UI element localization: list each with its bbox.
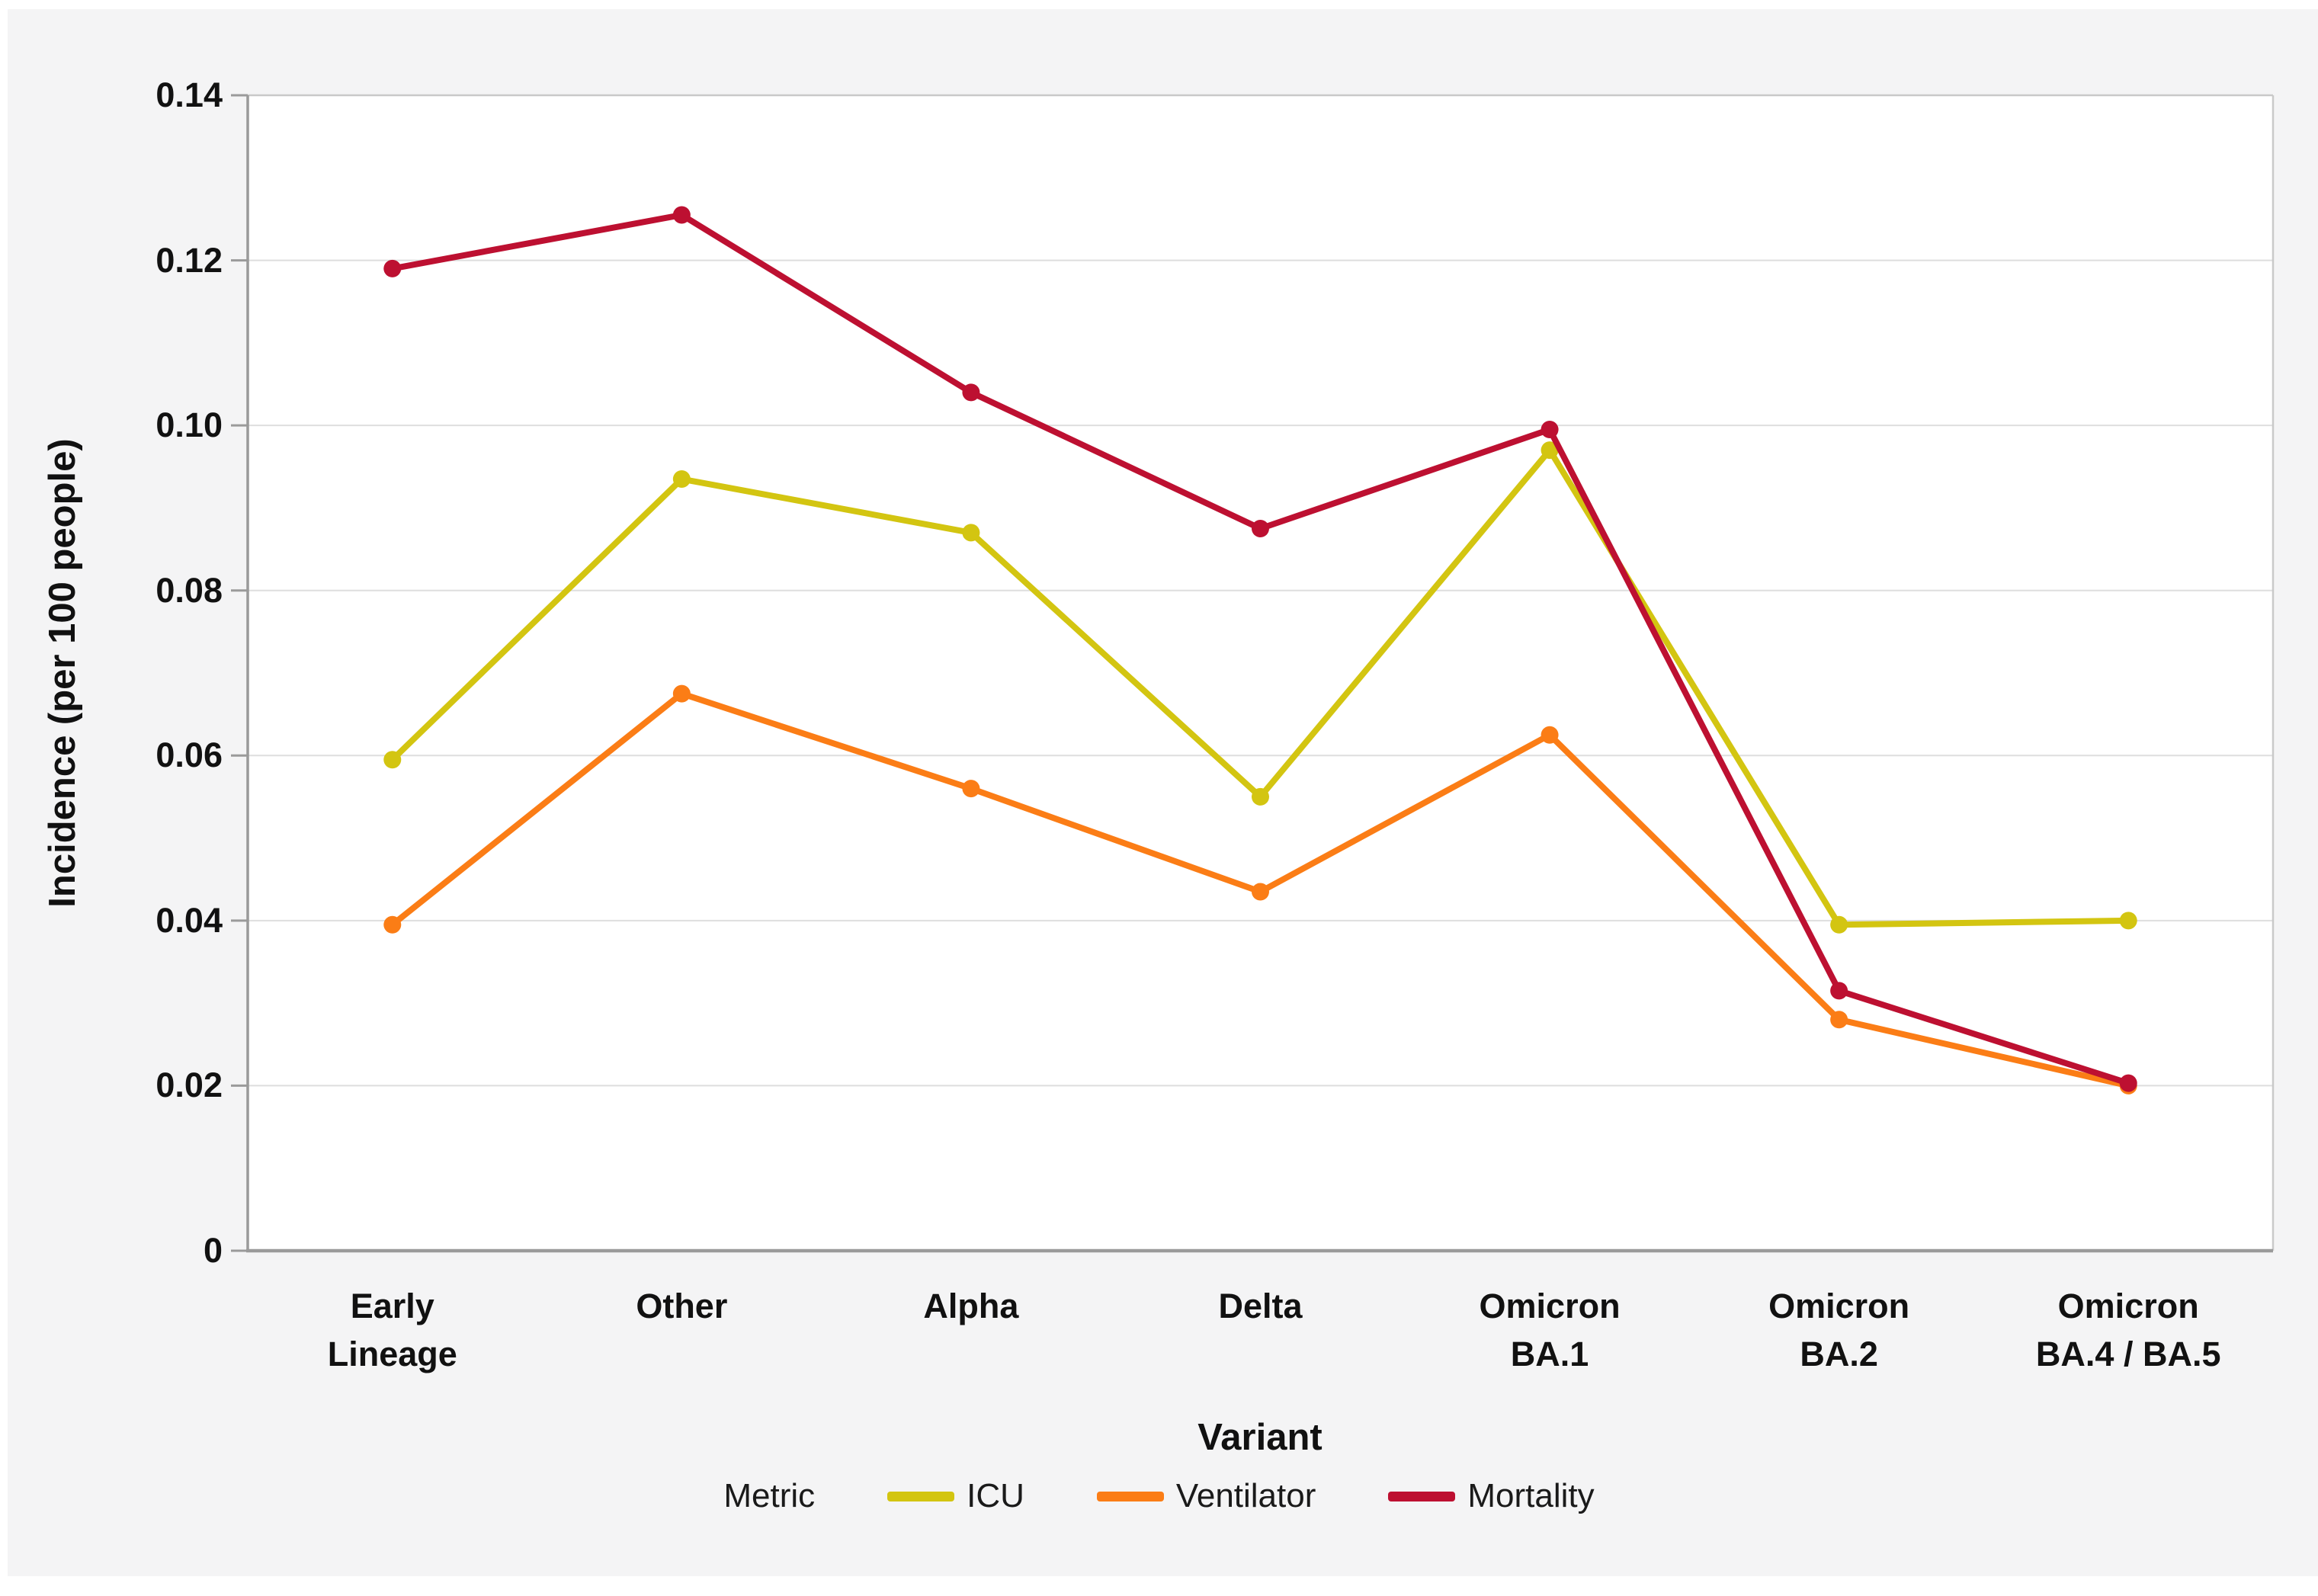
x-category-label: Early Lineage bbox=[327, 1287, 457, 1373]
y-axis-title: Incidence (per 100 people) bbox=[42, 438, 83, 908]
ventilator-legend-swatch bbox=[1096, 1491, 1164, 1501]
mortality-legend-swatch bbox=[1388, 1491, 1456, 1501]
y-tick-label: 0.12 bbox=[155, 240, 223, 280]
icu-marker bbox=[383, 751, 402, 769]
legend-item-icu: ICU bbox=[887, 1477, 1024, 1515]
x-category-label: Omicron BA.1 bbox=[1479, 1287, 1621, 1373]
mortality-marker bbox=[383, 259, 402, 277]
x-category-label: Delta bbox=[1218, 1287, 1303, 1325]
icu-legend-swatch bbox=[887, 1491, 955, 1501]
y-tick-label: 0 bbox=[203, 1231, 223, 1270]
legend-item-mortality: Mortality bbox=[1388, 1477, 1595, 1515]
icu-marker bbox=[962, 524, 980, 542]
mortality-marker bbox=[1252, 520, 1269, 537]
y-tick-label: 0.04 bbox=[155, 900, 223, 940]
y-tick-label: 0.08 bbox=[155, 570, 223, 610]
ventilator-marker bbox=[672, 684, 691, 703]
x-category-label: Alpha bbox=[923, 1287, 1019, 1325]
icu-marker bbox=[1541, 441, 1559, 460]
ventilator-marker bbox=[1830, 1011, 1848, 1029]
icu-marker bbox=[672, 470, 691, 489]
icu-marker bbox=[1830, 915, 1848, 934]
mortality-marker bbox=[962, 383, 980, 402]
mortality-marker bbox=[1541, 421, 1559, 439]
x-category-label: Other bbox=[636, 1287, 728, 1325]
legend: Metric ICU Ventilator Mortality bbox=[0, 1477, 2318, 1515]
plot-area bbox=[248, 95, 2273, 1251]
y-tick-label: 0.02 bbox=[155, 1066, 223, 1105]
icu-marker bbox=[2119, 912, 2137, 930]
legend-item-label: Mortality bbox=[1467, 1477, 1595, 1514]
mortality-marker bbox=[1830, 982, 1848, 1000]
x-axis-title: Variant bbox=[1197, 1417, 1323, 1458]
mortality-marker bbox=[2119, 1074, 2137, 1092]
x-category-label: Omicron BA.4 / BA.5 bbox=[2035, 1287, 2221, 1373]
ventilator-marker bbox=[1252, 883, 1269, 901]
x-category-label: Omicron BA.2 bbox=[1768, 1287, 1910, 1373]
legend-item-label: Ventilator bbox=[1175, 1477, 1316, 1514]
y-tick-label: 0.10 bbox=[155, 405, 223, 445]
legend-item-label: ICU bbox=[967, 1477, 1024, 1514]
legend-title: Metric bbox=[723, 1477, 816, 1514]
ventilator-marker bbox=[962, 780, 980, 798]
legend-item-ventilator: Ventilator bbox=[1096, 1477, 1316, 1515]
ventilator-marker bbox=[1541, 726, 1559, 744]
y-tick-label: 0.14 bbox=[155, 75, 223, 114]
y-tick-label: 0.06 bbox=[155, 736, 223, 775]
ventilator-marker bbox=[383, 915, 402, 934]
icu-marker bbox=[1252, 787, 1269, 806]
mortality-marker bbox=[672, 206, 691, 224]
